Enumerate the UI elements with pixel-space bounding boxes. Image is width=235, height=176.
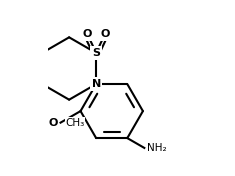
Text: O: O (49, 118, 58, 128)
Text: N: N (91, 79, 101, 89)
Text: NH₂: NH₂ (147, 143, 166, 153)
Text: O: O (100, 29, 110, 39)
Text: S: S (92, 48, 100, 58)
Text: CH₃: CH₃ (65, 118, 84, 128)
Text: O: O (83, 29, 92, 39)
